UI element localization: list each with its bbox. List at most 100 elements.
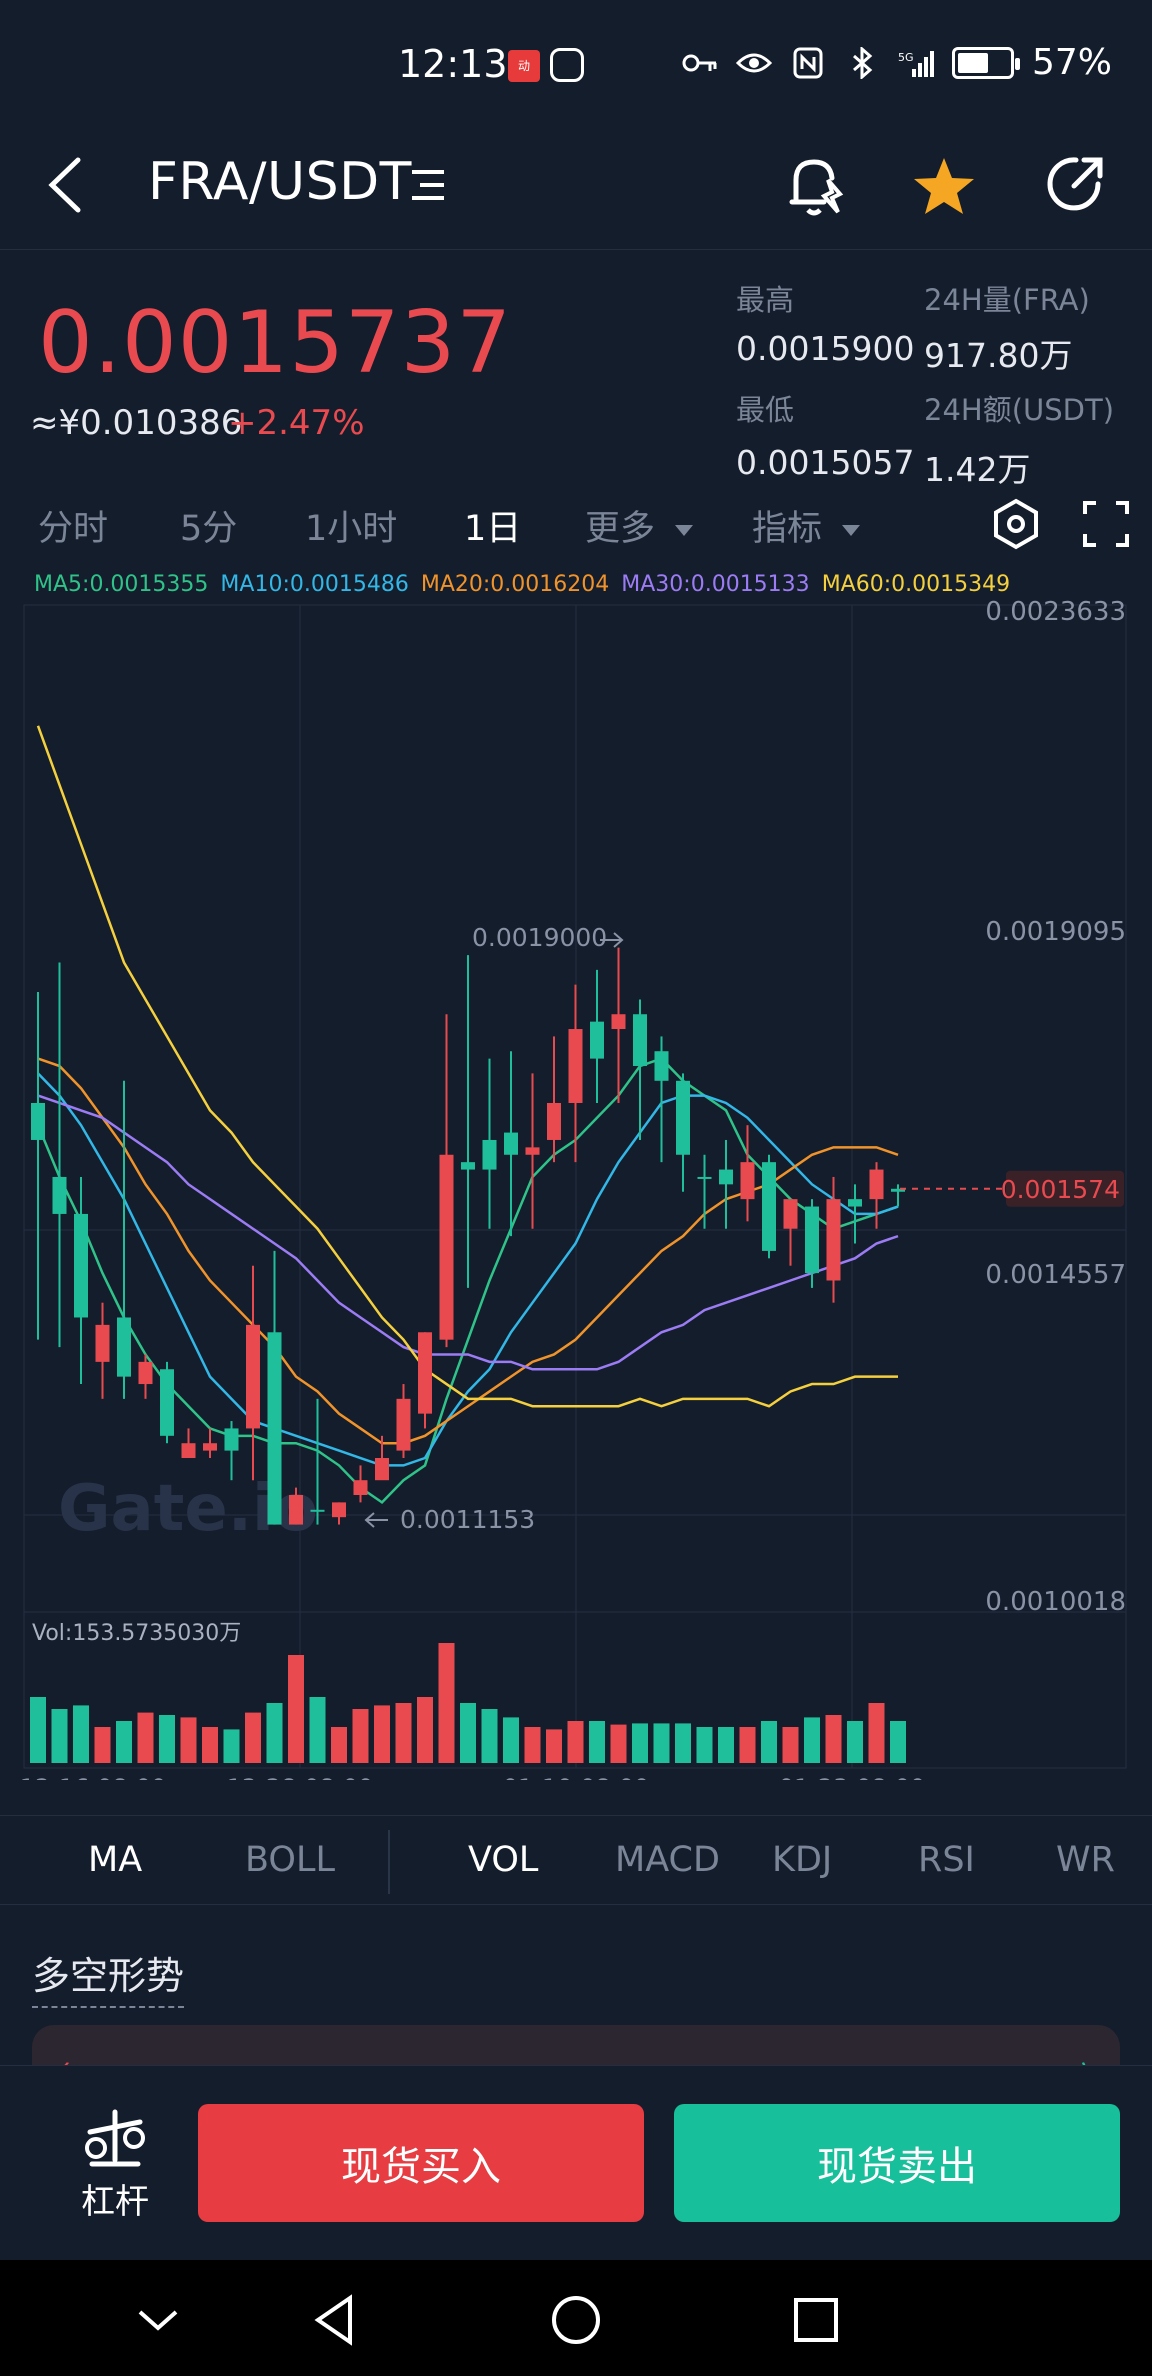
nav-home-icon[interactable]	[546, 2290, 606, 2350]
candle-body	[482, 1139, 497, 1170]
candle-body	[310, 1509, 325, 1512]
tab-5min[interactable]: 5分	[180, 509, 238, 549]
tab-indicators-label: 指标	[752, 509, 823, 549]
nav-recents-icon[interactable]	[786, 2290, 846, 2350]
ma60-line	[36, 725, 898, 1408]
volume-bar	[868, 1703, 885, 1763]
candle-body	[267, 1332, 282, 1525]
candle-body	[289, 1494, 303, 1525]
share-icon[interactable]	[1040, 150, 1110, 220]
tab-timeshare[interactable]: 分时	[38, 509, 109, 549]
candle-body	[353, 1480, 368, 1495]
eye-icon	[735, 53, 772, 72]
spot-sell-button[interactable]: 现货卖出	[674, 2104, 1120, 2222]
candle-body	[396, 1398, 411, 1451]
ma10-line	[37, 1072, 899, 1467]
divider	[388, 1830, 390, 1894]
tab-macd[interactable]: MACD	[615, 1840, 720, 1880]
amount-24h-value: 1.42万	[924, 450, 1031, 489]
volume-bar	[266, 1703, 283, 1763]
volume-bar	[137, 1712, 154, 1763]
ma20-legend: MA20:0.0016204	[420, 572, 610, 597]
volume-bar	[288, 1655, 304, 1763]
x-tick-label: 12-16 08:00	[20, 1774, 167, 1780]
volume-bar	[825, 1715, 842, 1763]
tab-wr[interactable]: WR	[1056, 1840, 1115, 1880]
tab-more[interactable]: 更多	[585, 500, 694, 551]
app-notification-icon: 动	[508, 50, 540, 82]
tab-1hour[interactable]: 1小时	[305, 509, 398, 549]
candle-body	[504, 1132, 518, 1155]
pair-menu-icon[interactable]	[410, 168, 446, 202]
candle-body	[224, 1428, 239, 1451]
volume-bar	[739, 1727, 756, 1763]
candle-body	[246, 1324, 260, 1429]
favorite-star-icon[interactable]	[910, 152, 978, 220]
status-bar: 12:13 动 5G 57%	[0, 0, 1152, 130]
tab-rsi[interactable]: RSI	[918, 1840, 975, 1880]
nav-back-icon[interactable]	[306, 2290, 366, 2350]
spot-buy-button[interactable]: 现货买入	[198, 2104, 644, 2222]
candle-body	[461, 1162, 475, 1170]
candle-body	[52, 1176, 67, 1214]
ma5-line	[36, 1057, 899, 1505]
candle-body	[891, 1188, 905, 1192]
volume-bar	[180, 1717, 197, 1763]
volume-bar	[567, 1721, 584, 1763]
tab-boll[interactable]: BOLL	[245, 1840, 335, 1880]
back-icon[interactable]	[38, 150, 98, 220]
leverage-button[interactable]: 杠杆	[70, 2108, 160, 2228]
volume-bar	[675, 1723, 691, 1763]
tab-indicators[interactable]: 指标	[752, 500, 861, 551]
volume-bar	[503, 1717, 519, 1763]
tab-1day[interactable]: 1日	[464, 509, 522, 549]
y-tick-label: 0.0023633	[985, 600, 1126, 627]
max-price-label: 0.0019000	[472, 923, 607, 952]
high-value: 0.0015900	[736, 329, 915, 368]
volume-bar	[417, 1697, 433, 1763]
volume-bar	[223, 1729, 240, 1763]
candle-body	[740, 1162, 755, 1200]
candle-body	[783, 1199, 798, 1229]
volume-bar	[94, 1727, 111, 1763]
indicator-tabs: MA BOLL VOL MACD KDJ RSI WR	[0, 1815, 1152, 1905]
pair-title[interactable]: FRA/USDT	[148, 152, 412, 212]
sentiment-title[interactable]: 多空形势	[32, 1945, 185, 2008]
fullscreen-icon[interactable]	[1082, 500, 1130, 548]
candlestick-chart[interactable]: Gate.io 0.00236330.00190950.00145570.001…	[0, 600, 1152, 1780]
tab-ma[interactable]: MA	[88, 1840, 143, 1880]
system-nav-bar	[0, 2260, 1152, 2376]
current-price-label: 0.001574	[1001, 1175, 1120, 1204]
nav-collapse-icon[interactable]	[128, 2290, 188, 2350]
volume-bar	[202, 1727, 218, 1763]
volume-bar	[30, 1697, 46, 1763]
low-value: 0.0015057	[736, 443, 915, 482]
y-tick-label: 0.0019095	[985, 917, 1126, 947]
long-percent: 多 100.00%	[54, 2055, 215, 2065]
header: FRA/USDT	[0, 130, 1152, 250]
candle-body	[676, 1080, 690, 1155]
volume-bar	[782, 1727, 799, 1763]
x-tick-label: 01-10 08:00	[503, 1774, 650, 1780]
price-alert-icon[interactable]	[780, 150, 850, 220]
volume-bar	[524, 1727, 541, 1763]
candle-body	[525, 1147, 540, 1155]
candle-body	[375, 1458, 389, 1481]
volume-bar	[374, 1705, 390, 1763]
volume-bar	[847, 1721, 863, 1763]
x-tick-label: 01-23 08:00	[779, 1774, 926, 1780]
volume-frame	[23, 1611, 1127, 1769]
candle-body	[547, 1102, 561, 1140]
timeframe-tabs: 分时 5分 1小时 1日 更多 指标	[0, 490, 1152, 560]
candle-body	[138, 1361, 153, 1385]
candle-body	[654, 1051, 669, 1081]
tab-vol[interactable]: VOL	[468, 1840, 539, 1880]
x-tick-label: 12-28 08:00	[227, 1774, 374, 1780]
arrow-right-icon	[600, 932, 624, 948]
battery-percent: 57%	[1031, 42, 1112, 83]
volume-24h-label: 24H量(FRA)	[924, 283, 1090, 317]
scale-icon	[85, 2109, 145, 2167]
chart-settings-icon[interactable]	[990, 498, 1042, 550]
tab-kdj[interactable]: KDJ	[772, 1840, 833, 1880]
status-time: 12:13	[398, 42, 508, 86]
